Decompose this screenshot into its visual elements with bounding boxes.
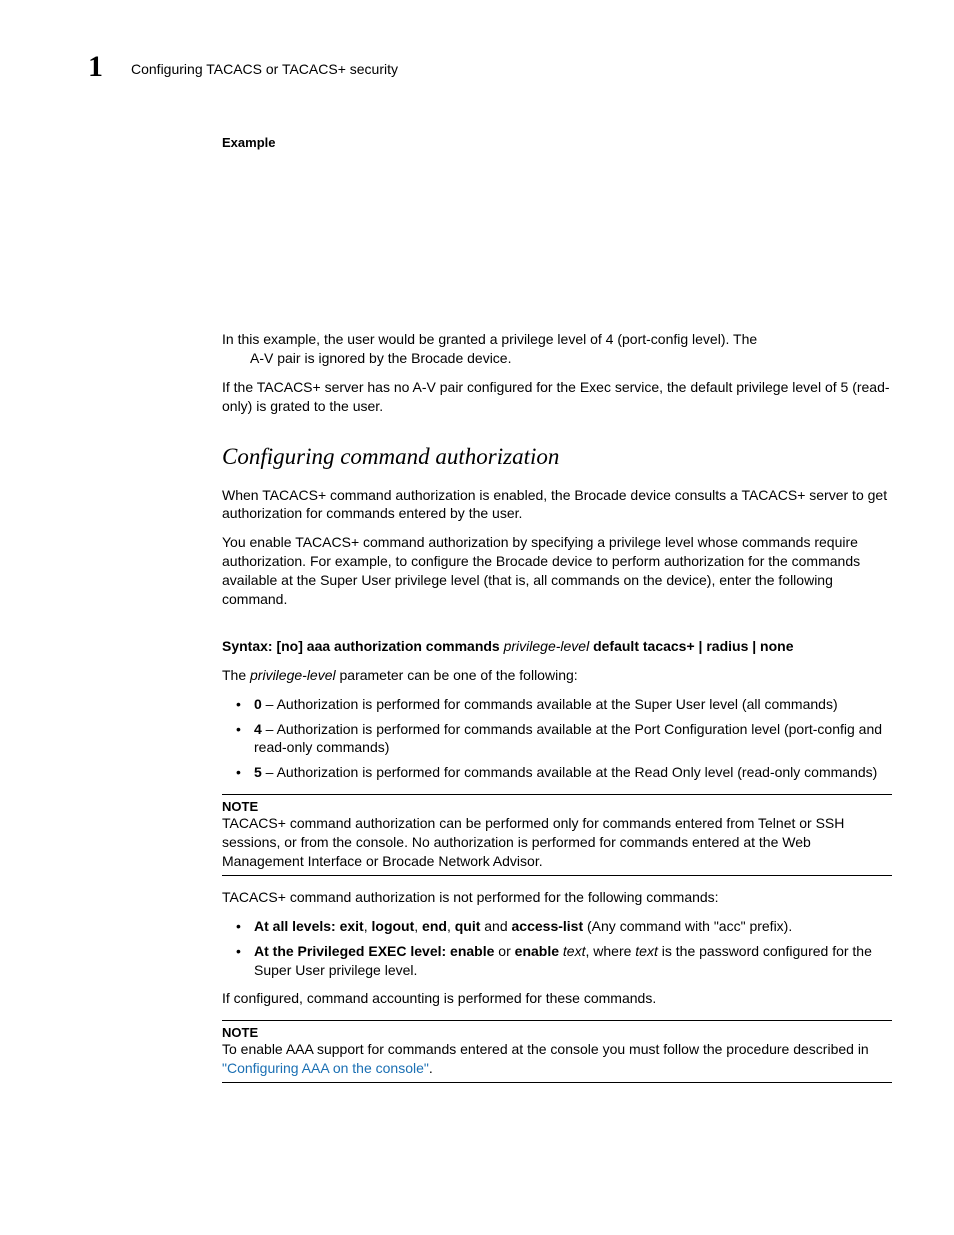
example-label: Example (222, 135, 892, 150)
level-number: 4 (254, 721, 262, 737)
syntax-text: [no] aaa authorization commands (276, 638, 503, 654)
text: , where (585, 943, 635, 959)
text-italic: privilege-level (250, 667, 336, 683)
text: , (447, 918, 455, 934)
paragraph-cmd-auth-intro: When TACACS+ command authorization is en… (222, 486, 892, 524)
text-bold: end (422, 918, 447, 934)
page-content: Example In this example, the user would … (222, 135, 892, 1095)
level-text: – Authorization is performed for command… (262, 696, 838, 712)
list-item: 0 – Authorization is performed for comma… (222, 695, 892, 714)
chapter-number: 1 (88, 52, 103, 82)
list-item: 4 – Authorization is performed for comma… (222, 720, 892, 758)
divider (222, 875, 892, 876)
text-bold: At the Privileged EXEC level: enable (254, 943, 494, 959)
text: . (429, 1060, 433, 1076)
level-text: – Authorization is performed for command… (262, 764, 878, 780)
text-bold: quit (455, 918, 481, 934)
syntax-text: default tacacs+ | radius | none (589, 638, 793, 654)
text: and (480, 918, 511, 934)
page: 1 Configuring TACACS or TACACS+ security… (0, 0, 954, 1235)
command-exception-list: At all levels: exit, logout, end, quit a… (222, 917, 892, 980)
list-item: At all levels: exit, logout, end, quit a… (222, 917, 892, 936)
note-body: To enable AAA support for commands enter… (222, 1040, 892, 1078)
syntax-privilege-level: privilege-level (504, 638, 590, 654)
note-block: NOTE TACACS+ command authorization can b… (222, 794, 892, 876)
paragraph-cmd-auth-enable: You enable TACACS+ command authorization… (222, 533, 892, 609)
note-label: NOTE (222, 799, 892, 814)
text-bold: logout (372, 918, 415, 934)
note-block: NOTE To enable AAA support for commands … (222, 1020, 892, 1083)
note-label: NOTE (222, 1025, 892, 1040)
text-bold: access-list (512, 918, 584, 934)
cross-reference-link[interactable]: "Configuring AAA on the console" (222, 1060, 429, 1076)
text: (Any command with "acc" prefix). (583, 918, 792, 934)
paragraph-example-result: In this example, the user would be grant… (222, 330, 892, 368)
text-italic: text (635, 943, 658, 959)
syntax-label: Syntax: (222, 638, 276, 654)
text: The (222, 667, 250, 683)
text-bold: At all levels: exit (254, 918, 364, 934)
paragraph-not-performed: TACACS+ command authorization is not per… (222, 888, 892, 907)
text: To enable AAA support for commands enter… (222, 1041, 869, 1057)
page-header: 1 Configuring TACACS or TACACS+ security (88, 52, 894, 82)
text-continuation: A-V pair is ignored by the Brocade devic… (250, 349, 892, 368)
text: In this example, the user would be grant… (222, 331, 757, 347)
level-number: 5 (254, 764, 262, 780)
list-item: 5 – Authorization is performed for comma… (222, 763, 892, 782)
text: or (494, 943, 514, 959)
level-text: – Authorization is performed for command… (254, 721, 882, 756)
text-italic: text (563, 943, 586, 959)
list-item: At the Privileged EXEC level: enable or … (222, 942, 892, 980)
text-bold: enable (515, 943, 559, 959)
note-body: TACACS+ command authorization can be per… (222, 814, 892, 871)
paragraph-accounting: If configured, command accounting is per… (222, 989, 892, 1008)
privilege-level-list: 0 – Authorization is performed for comma… (222, 695, 892, 783)
chapter-title: Configuring TACACS or TACACS+ security (131, 61, 398, 77)
section-heading: Configuring command authorization (222, 444, 892, 470)
text: , (414, 918, 422, 934)
divider (222, 1082, 892, 1083)
text: parameter can be one of the following: (336, 667, 578, 683)
level-number: 0 (254, 696, 262, 712)
paragraph-default-privilege: If the TACACS+ server has no A-V pair co… (222, 378, 892, 416)
paragraph-privilege-level-intro: The privilege-level parameter can be one… (222, 666, 892, 685)
text: , (364, 918, 372, 934)
syntax-line: Syntax: [no] aaa authorization commands … (222, 637, 892, 656)
